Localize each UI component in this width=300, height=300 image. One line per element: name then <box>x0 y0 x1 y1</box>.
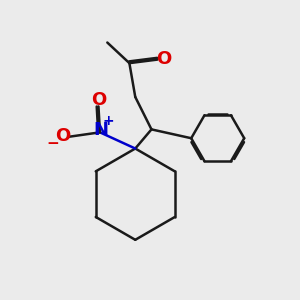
Text: +: + <box>103 114 115 128</box>
Text: O: O <box>91 91 106 109</box>
Text: −: − <box>46 136 59 151</box>
Text: O: O <box>55 127 70 145</box>
Text: N: N <box>93 121 108 139</box>
Text: O: O <box>156 50 172 68</box>
